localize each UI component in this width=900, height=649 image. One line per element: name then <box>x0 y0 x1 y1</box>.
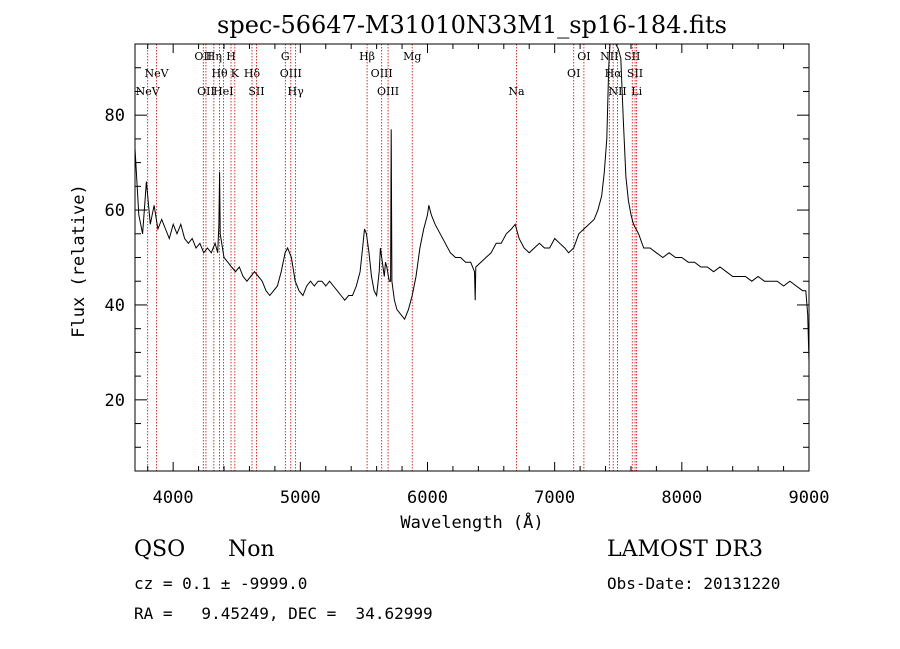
line-label-oi: OI <box>567 67 580 80</box>
line-label-hγ: Hγ <box>288 85 305 98</box>
line-label-na: Na <box>508 85 525 98</box>
y-tick-label: 60 <box>105 201 125 221</box>
line-label-oiii: OIII <box>371 67 393 80</box>
line-label-hα: Hα <box>605 67 623 80</box>
x-tick-label: 8000 <box>661 488 702 508</box>
plot-frame <box>134 43 810 472</box>
survey-name: LAMOST DR3 <box>607 537 763 562</box>
line-label-oiii: OIII <box>280 67 302 80</box>
x-tick-label: 4000 <box>153 488 194 508</box>
line-label-hβ: Hβ <box>359 50 375 63</box>
line-label-nev: NeV <box>136 85 161 98</box>
line-label-hδ: Hδ <box>244 67 261 80</box>
y-tick-label: 40 <box>105 296 125 316</box>
line-label-nev: NeV <box>144 67 169 80</box>
redshift-readout: cz = 0.1 ± -9999.0 <box>134 574 308 593</box>
x-tick-label: 9000 <box>789 488 830 508</box>
y-axis-label: Flux (relative) <box>69 184 89 338</box>
x-tick-label: 7000 <box>534 488 575 508</box>
line-label-k: K <box>231 67 240 80</box>
x-axis-label: Wavelength (Å) <box>400 511 543 533</box>
line-label-sii: SII <box>624 50 640 63</box>
observation-date: Obs-Date: 20131220 <box>607 574 781 593</box>
line-label-sii: SII <box>627 67 643 80</box>
emission-line-markers <box>147 44 638 471</box>
coordinates-readout: RA = 9.45249, DEC = 34.62999 <box>134 604 433 623</box>
y-axis-ticks: 20 40 60 80 <box>105 67 809 448</box>
line-label-oii: OII <box>197 85 215 98</box>
x-tick-label: 5000 <box>280 488 321 508</box>
spectrum-line <box>134 43 810 362</box>
y-tick-label: 20 <box>105 391 125 411</box>
line-label-hη: Hη <box>206 50 222 63</box>
x-axis-ticks: 4000 5000 6000 7000 8000 9000 <box>147 44 830 508</box>
line-label-h: H <box>226 50 236 63</box>
line-label-li: Li <box>631 85 642 98</box>
line-label-oii: OII <box>194 50 212 63</box>
y-tick-label: 80 <box>105 106 125 126</box>
line-label-mg: Mg <box>403 50 421 63</box>
line-label-oi: OI <box>577 50 590 63</box>
x-tick-label: 6000 <box>407 488 448 508</box>
object-class: QSO <box>134 537 186 562</box>
line-label-g: G <box>281 50 290 63</box>
line-label-hei: HeI <box>213 85 233 98</box>
chart-title: spec-56647-M31010N33M1_sp16-184.fits <box>217 11 727 39</box>
line-label-nii: NII <box>608 85 626 98</box>
line-label-sii: SII <box>248 85 264 98</box>
object-subclass: Non <box>228 537 275 562</box>
line-label-oiii: OIII <box>377 85 399 98</box>
line-label-hθ: Hθ <box>211 67 228 80</box>
